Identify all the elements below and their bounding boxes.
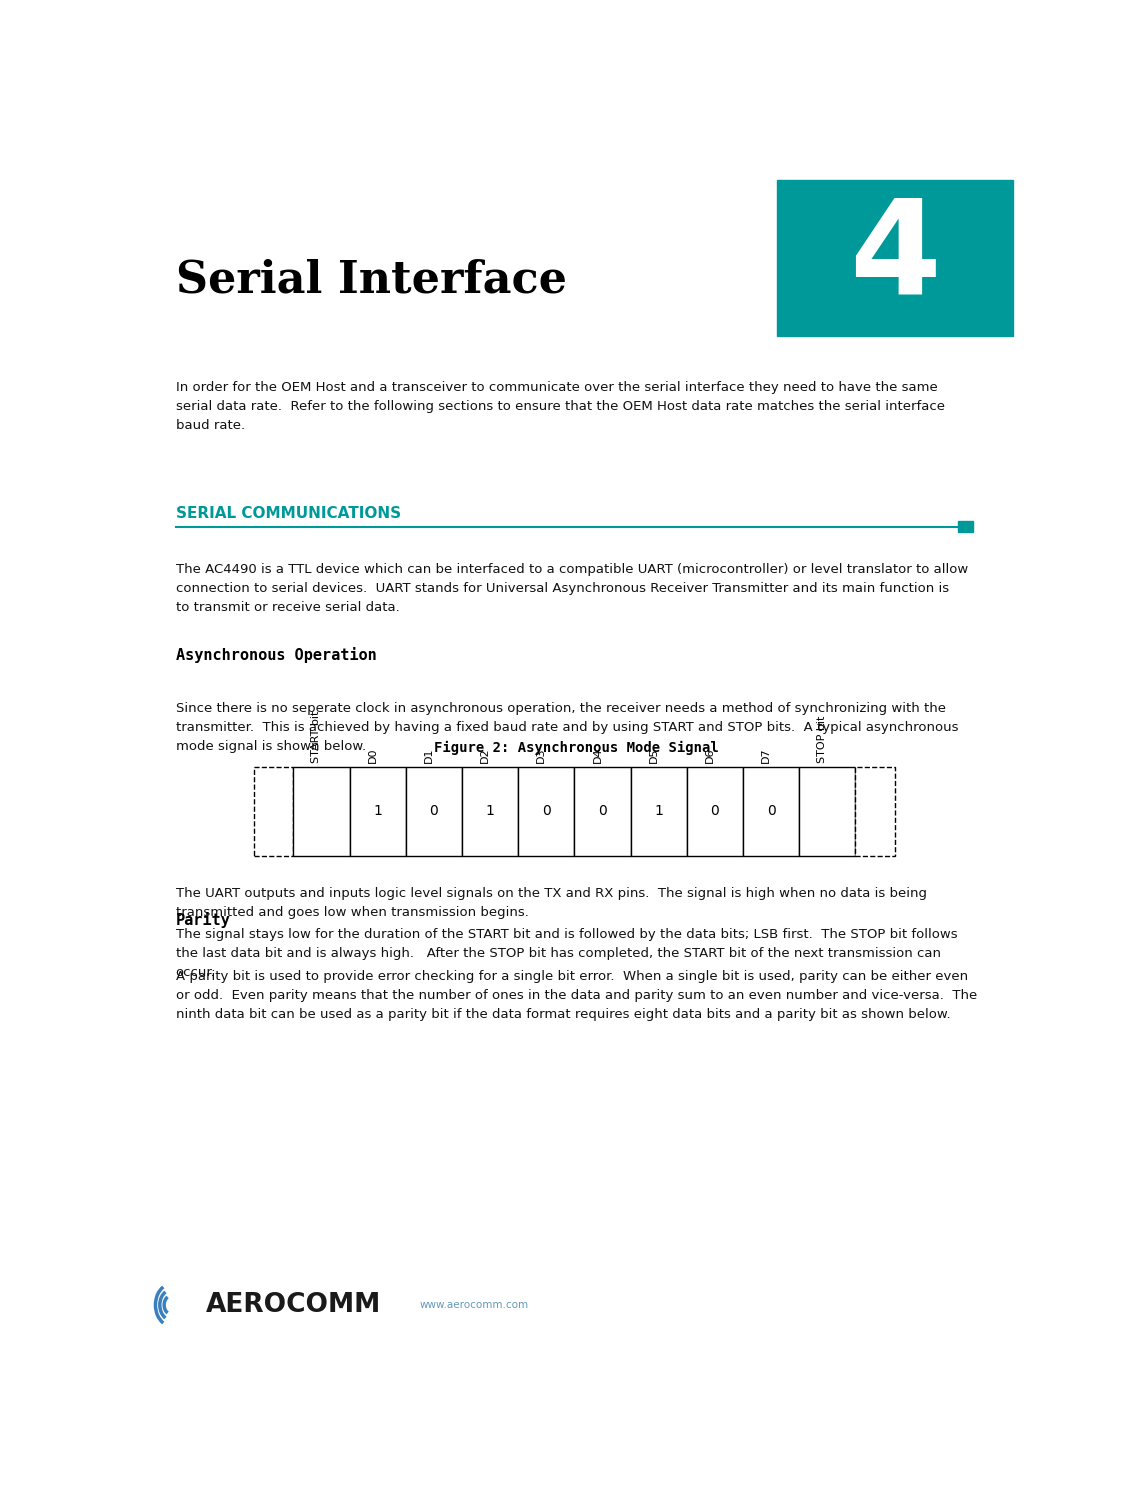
Bar xyxy=(957,520,973,532)
Text: Asynchronous Operation: Asynchronous Operation xyxy=(176,646,376,663)
Text: Since there is no seperate clock in asynchronous operation, the receiver needs a: Since there is no seperate clock in asyn… xyxy=(176,702,958,753)
Text: D1: D1 xyxy=(424,748,434,764)
Bar xyxy=(777,180,1012,336)
Text: D3: D3 xyxy=(537,748,547,764)
Bar xyxy=(462,766,519,855)
Text: D5: D5 xyxy=(649,748,659,764)
Text: D2: D2 xyxy=(480,747,490,764)
Text: 4: 4 xyxy=(849,195,940,321)
Text: 0: 0 xyxy=(767,804,775,818)
Bar xyxy=(254,766,294,855)
Text: A parity bit is used to provide error checking for a single bit error.  When a s: A parity bit is used to provide error ch… xyxy=(176,970,976,1022)
Text: 0: 0 xyxy=(542,804,550,818)
Text: 0: 0 xyxy=(711,804,719,818)
Text: Parity: Parity xyxy=(176,912,231,928)
Text: SERIAL COMMUNICATIONS: SERIAL COMMUNICATIONS xyxy=(176,506,400,520)
Text: 0: 0 xyxy=(598,804,606,818)
Text: Serial Interface: Serial Interface xyxy=(176,258,567,302)
Text: D7: D7 xyxy=(762,747,771,764)
Text: 1: 1 xyxy=(655,804,663,818)
Bar xyxy=(519,766,575,855)
Text: D0: D0 xyxy=(368,748,378,764)
Text: The AC4490 is a TTL device which can be interfaced to a compatible UART (microco: The AC4490 is a TTL device which can be … xyxy=(176,564,968,615)
Text: START bit: START bit xyxy=(312,711,322,764)
Text: D6: D6 xyxy=(705,748,714,764)
Bar xyxy=(742,766,799,855)
Bar xyxy=(406,766,462,855)
Bar xyxy=(686,766,742,855)
Text: 0: 0 xyxy=(430,804,439,818)
Text: AEROCOMM: AEROCOMM xyxy=(206,1292,381,1318)
Bar xyxy=(350,766,406,855)
Text: 1: 1 xyxy=(486,804,495,818)
Bar xyxy=(631,766,686,855)
Text: In order for the OEM Host and a transceiver to communicate over the serial inter: In order for the OEM Host and a transcei… xyxy=(176,381,945,432)
Text: D4: D4 xyxy=(593,747,603,764)
Bar xyxy=(855,766,894,855)
Bar xyxy=(575,766,631,855)
Bar xyxy=(294,766,350,855)
Bar xyxy=(799,766,855,855)
Text: STOP bit: STOP bit xyxy=(818,716,827,764)
Text: The UART outputs and inputs logic level signals on the TX and RX pins.  The sign: The UART outputs and inputs logic level … xyxy=(176,886,927,920)
Text: www.aerocomm.com: www.aerocomm.com xyxy=(420,1300,529,1310)
Text: The signal stays low for the duration of the START bit and is followed by the da: The signal stays low for the duration of… xyxy=(176,928,957,980)
Text: Figure 2: Asynchronous Mode Signal: Figure 2: Asynchronous Mode Signal xyxy=(434,741,719,754)
Text: 1: 1 xyxy=(374,804,382,818)
